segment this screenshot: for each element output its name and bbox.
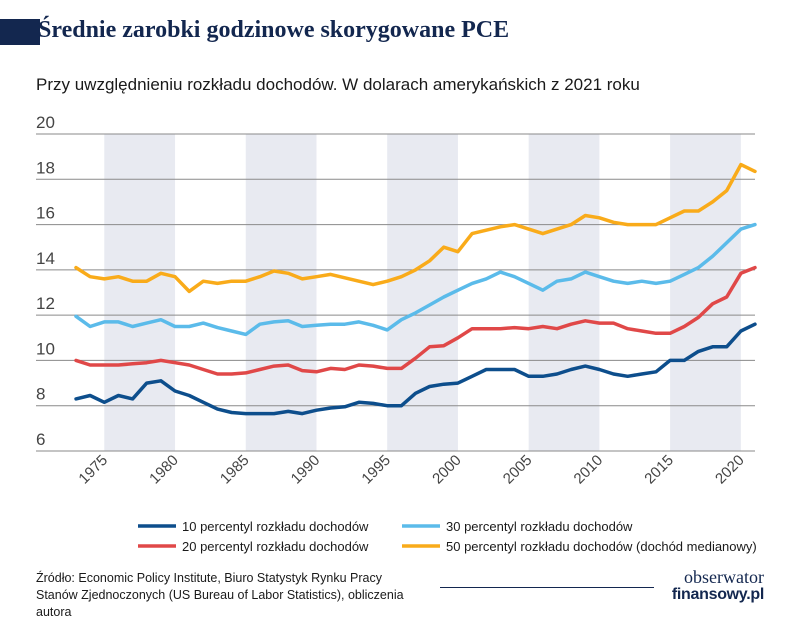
y-tick-label-16: 16: [36, 204, 55, 223]
title-accent-bar: [0, 19, 40, 45]
shaded-band-1995-2000: [387, 134, 458, 451]
source-note: Źródło: Economic Policy Institute, Biuro…: [36, 570, 436, 621]
y-tick-label-6: 6: [36, 430, 45, 449]
series-line-p20: [74, 265, 757, 376]
x-tick-label-2015: 2015: [641, 452, 677, 488]
x-tick-label-2000: 2000: [429, 452, 465, 488]
shaded-bands: [104, 134, 741, 451]
x-tick-label-1975: 1975: [75, 452, 111, 488]
legend: 10 percentyl rozkładu dochodów 30 percen…: [138, 519, 757, 554]
shaded-band-2005-2010: [528, 134, 600, 451]
y-tick-label-14: 14: [36, 249, 55, 268]
series-lines: [74, 162, 757, 416]
shaded-band-1985-1990: [245, 134, 317, 451]
chart-subtitle: Przy uwzględnieniu rozkładu dochodów. W …: [36, 75, 640, 94]
y-tick-label-12: 12: [36, 294, 55, 313]
y-tick-label-18: 18: [36, 158, 55, 177]
shaded-band-1975-1980: [104, 134, 176, 451]
y-tick-label-10: 10: [36, 339, 55, 358]
x-tick-label-1985: 1985: [217, 452, 253, 488]
y-tick-label-8: 8: [36, 385, 45, 404]
logo-line-1: obserwator: [684, 567, 764, 587]
source-line-1: Źródło: Economic Policy Institute, Biuro…: [36, 571, 382, 585]
series-line-p50: [74, 162, 757, 294]
x-tick-label-2005: 2005: [500, 452, 536, 488]
series-line-p30: [74, 222, 757, 337]
series-line-p10: [74, 322, 757, 416]
y-tick-label-20: 20: [36, 113, 55, 132]
x-tick-label-1980: 1980: [146, 452, 182, 488]
x-tick-label-2010: 2010: [571, 452, 607, 488]
x-axis-ticks: 1975 1980 1985 1990 1995 2000 2005 2010 2015 2020: [75, 452, 747, 488]
publisher-logo: obserwator finansowy.pl: [662, 568, 764, 604]
y-axis-ticks: 6 8 10 12 14 16 18 20: [36, 113, 55, 449]
x-tick-label-1995: 1995: [358, 452, 394, 488]
legend-label-p10: 10 percentyl rozkładu dochodów: [182, 519, 369, 534]
source-line-2: Stanów Zjednoczonych (US Bureau of Labor…: [36, 588, 404, 619]
x-tick-label-1990: 1990: [288, 452, 324, 488]
legend-label-p50: 50 percentyl rozkładu dochodów (dochód m…: [446, 539, 757, 554]
logo-line-2: finansowy.pl: [671, 586, 764, 603]
chart-title: Średnie zarobki godzinowe skorygowane PC…: [38, 17, 510, 43]
legend-label-p20: 20 percentyl rozkładu dochodów: [182, 539, 369, 554]
footer-divider: [440, 587, 654, 588]
legend-label-p30: 30 percentyl rozkładu dochodów: [446, 519, 633, 534]
x-tick-label-2020: 2020: [712, 452, 748, 488]
